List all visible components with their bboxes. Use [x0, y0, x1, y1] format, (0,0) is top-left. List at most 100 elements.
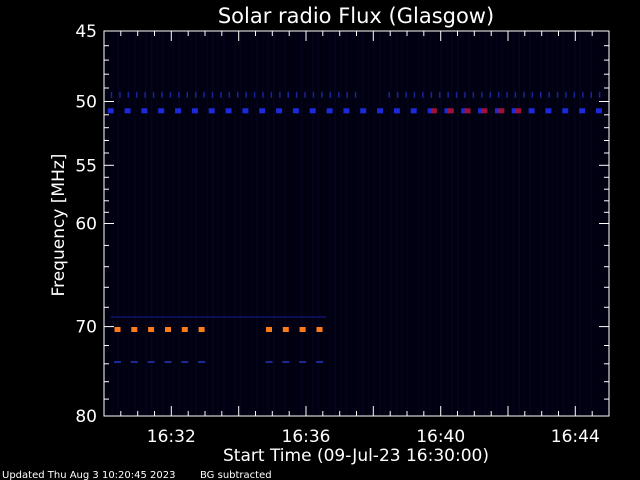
dash-mark: [481, 91, 483, 98]
dash-mark: [506, 91, 508, 98]
emission-mark: [191, 108, 198, 114]
emission-mark: [481, 108, 488, 114]
streak: [273, 32, 275, 415]
dash-mark: [548, 91, 550, 98]
emission-mark: [377, 108, 384, 114]
emission-mark: [494, 108, 501, 114]
streak: [440, 32, 442, 415]
dash-mark: [312, 91, 315, 98]
streak: [217, 32, 220, 415]
emission-mark: [528, 108, 535, 114]
dash-mark: [262, 91, 264, 98]
streak: [183, 32, 186, 415]
emission-mark: [148, 327, 155, 332]
dash-mark: [245, 91, 247, 98]
streak: [150, 32, 153, 415]
streak: [156, 32, 159, 415]
dash-mark: [194, 91, 197, 98]
dash-mark: [413, 91, 416, 98]
dash-mark: [497, 91, 500, 98]
emission-mark: [299, 327, 306, 332]
dash-mark: [396, 91, 399, 98]
emission-mark: [225, 108, 232, 114]
streak: [178, 32, 181, 415]
dash-mark: [439, 91, 441, 98]
dash-mark: [220, 91, 222, 98]
emission-mark: [299, 361, 307, 363]
emission-mark: [343, 108, 350, 114]
emission-mark: [478, 108, 485, 114]
dash-mark: [237, 91, 239, 98]
y-tick-label: 70: [75, 318, 97, 338]
streak: [200, 32, 203, 415]
emission-mark: [114, 327, 121, 332]
emission-mark: [141, 108, 148, 114]
streak: [206, 32, 209, 415]
dash-mark: [455, 91, 458, 98]
streak: [451, 32, 454, 415]
dash-mark: [228, 91, 231, 98]
dash-mark: [464, 91, 466, 98]
dash-mark: [178, 91, 180, 98]
emission-mark: [498, 108, 505, 114]
emission-mark: [131, 327, 138, 332]
streak: [334, 32, 337, 415]
x-tick-label: 16:40: [416, 427, 465, 447]
streak: [350, 32, 353, 415]
streak: [556, 32, 559, 415]
streak: [417, 32, 420, 415]
emission-mark: [579, 108, 586, 114]
streak: [195, 32, 198, 415]
dash-mark: [270, 91, 273, 98]
emission-mark: [461, 108, 468, 114]
streak: [551, 32, 554, 415]
emission-mark: [242, 108, 249, 114]
emission-mark: [107, 108, 114, 114]
streak: [434, 32, 437, 415]
background-streaks: [106, 32, 604, 415]
x-axis: 16:32 16:36 16:40 16:44: [103, 31, 610, 447]
emission-mark: [165, 327, 171, 332]
streak: [473, 32, 476, 415]
streak: [523, 32, 526, 415]
emission-mark: [282, 327, 289, 332]
emission-mark: [114, 361, 121, 363]
dash-mark: [152, 91, 155, 98]
streak: [428, 32, 431, 415]
emission-mark: [464, 108, 471, 114]
streak: [568, 32, 570, 415]
streak: [284, 32, 287, 415]
dash-mark: [279, 91, 281, 98]
emission-mark: [316, 327, 323, 332]
streak: [189, 32, 192, 415]
dash-mark: [346, 91, 348, 98]
emission-mark: [198, 327, 205, 332]
emission-mark: [265, 361, 273, 363]
dash-mark: [447, 91, 449, 98]
dash-mark: [514, 91, 517, 98]
streak: [300, 32, 303, 415]
y-tick-label: 80: [75, 407, 97, 427]
dash-mark: [161, 91, 163, 98]
streak: [167, 32, 170, 415]
streak: [479, 32, 481, 415]
dash-mark: [590, 91, 592, 98]
streak: [145, 32, 147, 415]
streak: [133, 32, 136, 415]
emission-mark: [316, 361, 323, 363]
streak: [323, 32, 326, 415]
streak: [289, 32, 292, 415]
emission-mark: [164, 361, 172, 363]
dash-mark: [203, 91, 205, 98]
emission-mark: [124, 108, 131, 114]
streak: [367, 32, 370, 415]
streak: [495, 32, 498, 415]
dash-mark: [287, 91, 289, 98]
emission-mark: [292, 108, 299, 114]
dash-mark: [388, 91, 390, 98]
y-axis: 45 50 55 60 70 80: [75, 22, 609, 427]
dash-mark: [354, 91, 357, 98]
y-tick-label: 60: [75, 215, 97, 235]
dash-mark: [540, 91, 542, 98]
